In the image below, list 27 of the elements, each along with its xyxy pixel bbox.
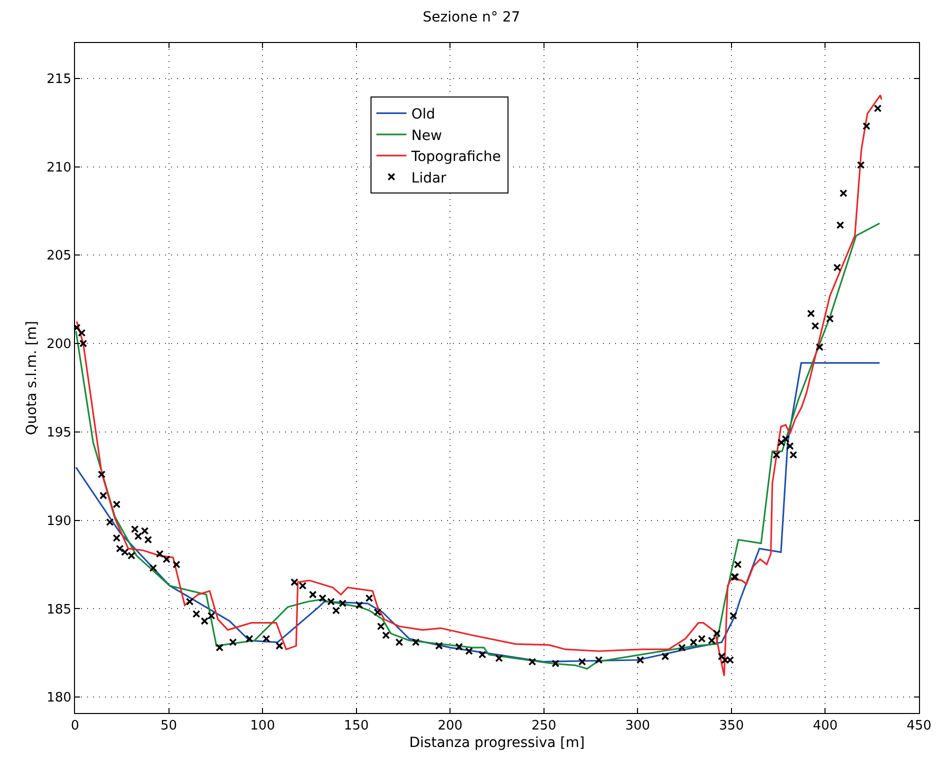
line-series [75,362,880,663]
y-tick-label: 210 [46,160,72,176]
y-tick-label: 200 [46,337,72,352]
x-tick-label: 200 [438,718,463,734]
legend-label: Lidar [411,170,447,186]
x-tick-label: 0 [70,718,80,734]
y-axis-title: Quota s.l.m. [m] [24,320,40,436]
x-tick-label: 400 [812,718,838,734]
x-tick-label: 350 [719,718,744,734]
x-axis-title: Distanza progressiva [m] [409,734,585,751]
legend-label: Old [411,106,436,123]
legend-label: New [411,128,442,144]
x-tick-label: 150 [344,718,369,734]
y-tick-label: 215 [46,72,72,87]
x-tick-label: 100 [250,718,275,734]
y-tick-label: 190 [46,514,72,529]
y-tick-label: 195 [46,425,72,440]
x-tick-label: 250 [531,718,556,734]
chart-title: Sezione n° 27 [422,9,520,26]
x-tick-label: 300 [625,718,650,734]
legend-label: Topografiche [410,149,501,166]
y-tick-label: 205 [46,248,72,264]
y-tick-label: 180 [46,690,72,706]
line-series [75,222,880,670]
x-tick-label: 50 [160,718,178,734]
y-tick-label: 185 [46,602,72,618]
x-tick-label: 450 [906,718,932,734]
